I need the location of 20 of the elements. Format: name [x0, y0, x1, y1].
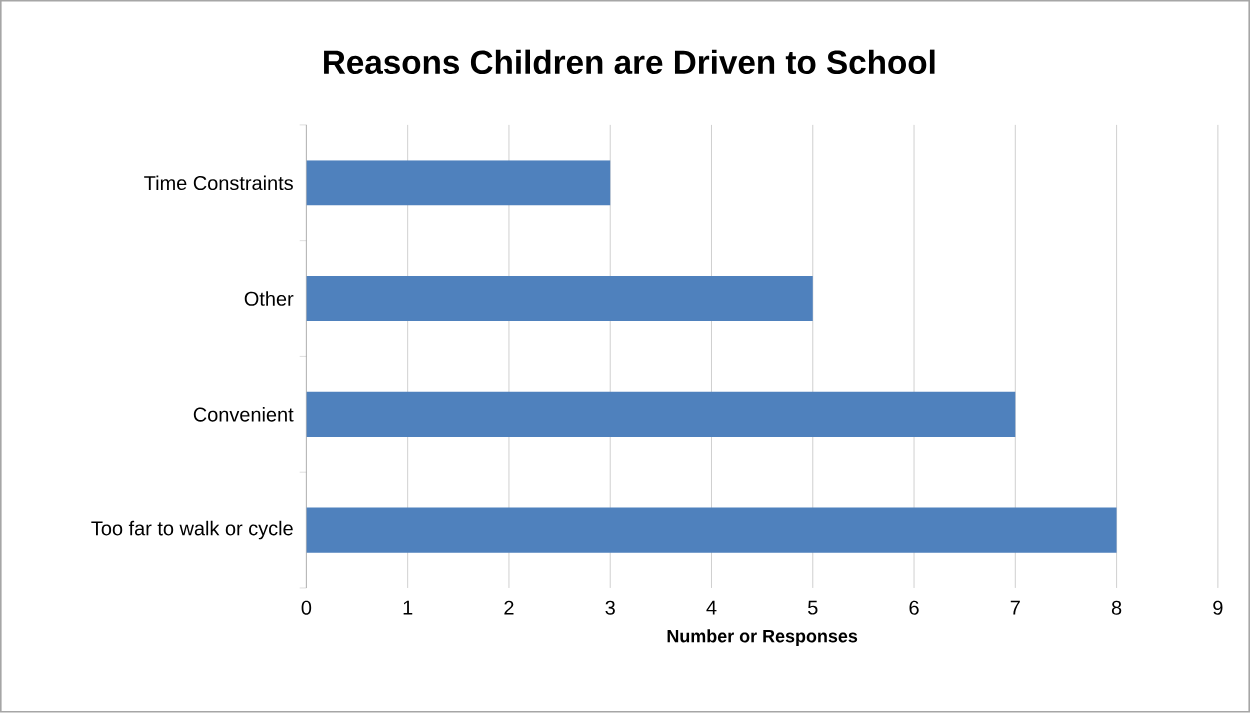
bar [306, 507, 1117, 553]
x-tick-label: 1 [403, 600, 413, 615]
chart-title: Reasons Children are Driven to School [324, 49, 935, 75]
x-tick-label: 4 [706, 600, 717, 615]
x-tick-label: 6 [909, 600, 919, 616]
x-tick-label: 3 [605, 600, 615, 616]
y-tick-label: Other [244, 291, 294, 307]
x-tick-label: 8 [1111, 600, 1122, 616]
x-tick-label: 2 [504, 600, 514, 615]
bar [306, 391, 1016, 438]
x-tick-label: 7 [1010, 600, 1020, 615]
x-axis-title: Number or Responses [667, 629, 858, 647]
y-tick-label: Too far to walk or cycle [91, 521, 293, 540]
y-tick-label: Time Constraints [144, 175, 293, 191]
x-tick-label: 9 [1213, 600, 1223, 616]
y-tick-label: Convenient [193, 407, 294, 422]
x-tick-label: 5 [808, 600, 818, 615]
x-tick-label: 0 [301, 600, 312, 616]
bar [306, 276, 813, 322]
bar [306, 160, 611, 206]
